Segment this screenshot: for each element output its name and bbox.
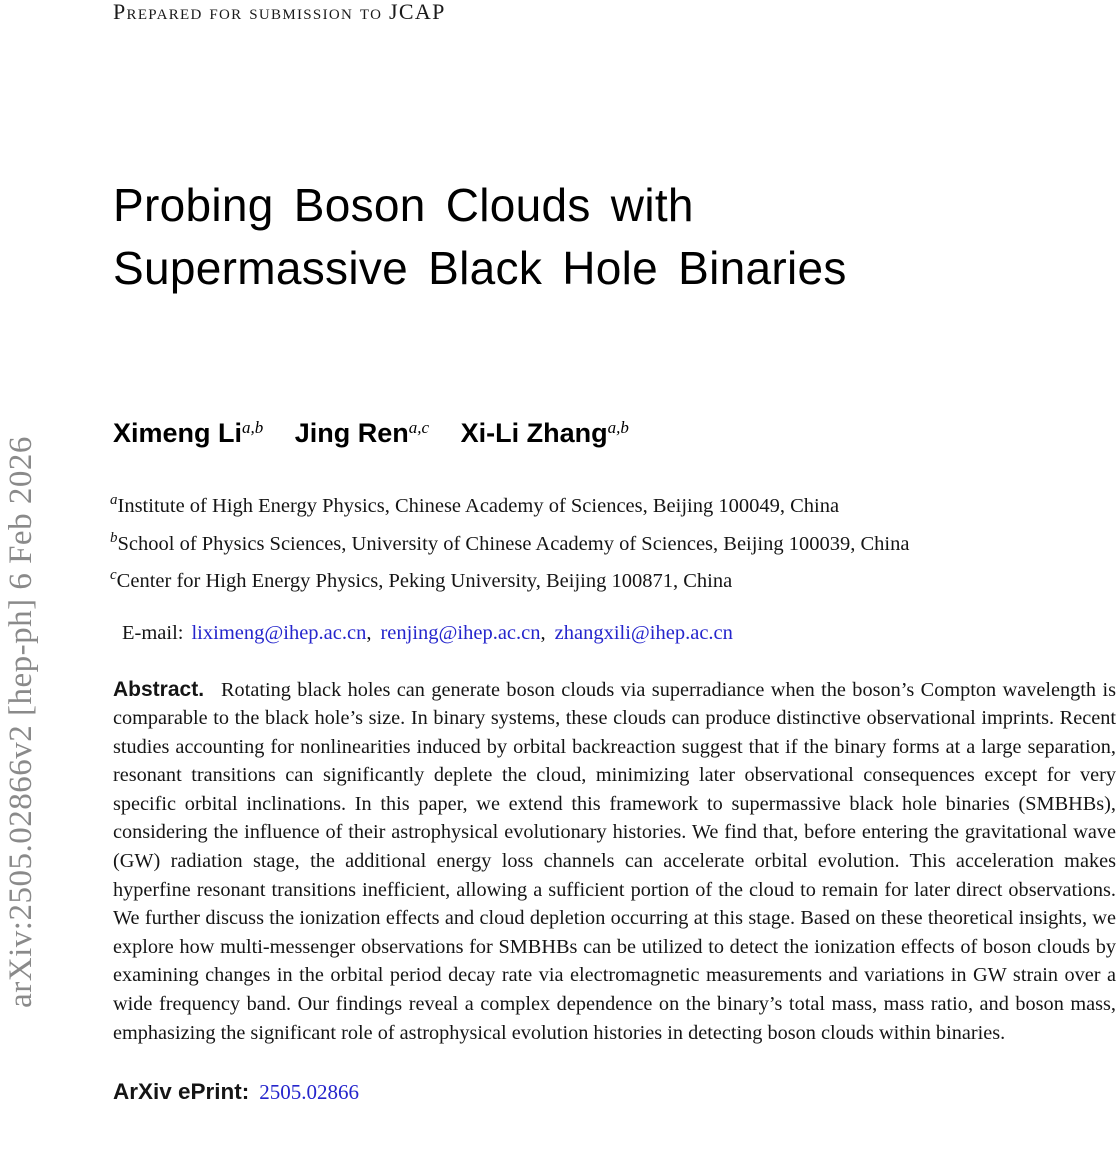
paper-title: Probing Boson Clouds with Supermassive B…: [113, 174, 1116, 300]
affiliation-item-c: cCenter for High Energy Physics, Peking …: [110, 560, 1116, 598]
author-3: Xi-Li Zhanga,b: [461, 418, 629, 448]
email-separator-1: ,: [366, 621, 372, 644]
paper-title-line-2: Supermassive Black Hole Binaries: [113, 242, 847, 294]
author-2-affiliation-sup: a,c: [408, 418, 430, 437]
affiliation-b-text: School of Physics Sciences, University o…: [117, 532, 910, 555]
abstract-paragraph: Abstract. Rotating black holes can genera…: [113, 676, 1116, 1048]
affiliation-item-b: bSchool of Physics Sciences, University …: [110, 523, 1116, 561]
authors-line: Ximeng Lia,b Jing Rena,c Xi-Li Zhanga,b: [113, 410, 1116, 451]
author-2: Jing Rena,c: [295, 418, 429, 448]
email-separator-2: ,: [540, 621, 546, 644]
author-1-affiliation-sup: a,b: [242, 418, 264, 437]
author-1: Ximeng Lia,b: [113, 418, 263, 448]
affiliation-c-sup: c: [110, 567, 117, 583]
email-link-1[interactable]: liximeng@ihep.ac.cn: [191, 621, 367, 644]
affiliations-list: aInstitute of High Energy Physics, Chine…: [110, 485, 1116, 598]
affiliation-item-a: aInstitute of High Energy Physics, Chine…: [110, 485, 1116, 523]
paper-title-line-1: Probing Boson Clouds with: [113, 179, 694, 231]
eprint-line: ArXiv ePrint: 2505.02866: [113, 1078, 1116, 1106]
author-1-name: Ximeng Li: [113, 418, 243, 448]
email-link-2[interactable]: renjing@ihep.ac.cn: [380, 621, 541, 644]
eprint-label: ArXiv ePrint:: [113, 1079, 250, 1105]
author-3-affiliation-sup: a,b: [607, 418, 629, 437]
affiliation-b-sup: b: [110, 529, 118, 546]
arxiv-watermark: arXiv:2505.02866v2 [hep-ph] 6 Feb 2026: [3, 436, 39, 1008]
email-label: E-mail:: [122, 621, 184, 644]
email-link-3[interactable]: zhangxili@ihep.ac.cn: [554, 621, 733, 644]
affiliation-a-sup: a: [110, 492, 118, 508]
affiliation-a-text: Institute of High Energy Physics, Chines…: [117, 495, 840, 517]
affiliation-c-text: Center for High Energy Physics, Peking U…: [116, 570, 733, 592]
eprint-link[interactable]: 2505.02866: [259, 1080, 360, 1105]
paper-first-page: Prepared for submission to JCAP Probing …: [110, 0, 1116, 1106]
email-line: E-mail: liximeng@ihep.ac.cn, renjing@ihep.…: [113, 620, 1116, 647]
author-2-name: Jing Ren: [294, 418, 409, 448]
author-3-name: Xi-Li Zhang: [460, 418, 608, 448]
abstract-label: Abstract.: [113, 677, 205, 701]
abstract-text: Rotating black holes can generate boson …: [113, 678, 1116, 1044]
submission-note: Prepared for submission to JCAP: [113, 0, 446, 24]
